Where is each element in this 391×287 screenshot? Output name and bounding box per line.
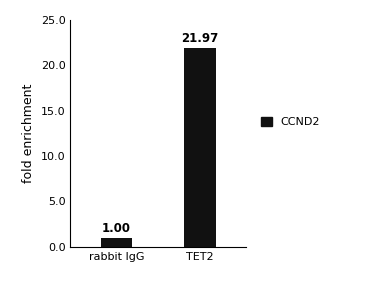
Legend: CCND2: CCND2	[261, 117, 320, 127]
Text: 21.97: 21.97	[182, 32, 219, 45]
Bar	[184, 48, 216, 247]
Text: 1.00: 1.00	[102, 222, 131, 235]
Bar	[100, 238, 133, 247]
Y-axis label: fold enrichment: fold enrichment	[22, 84, 35, 183]
